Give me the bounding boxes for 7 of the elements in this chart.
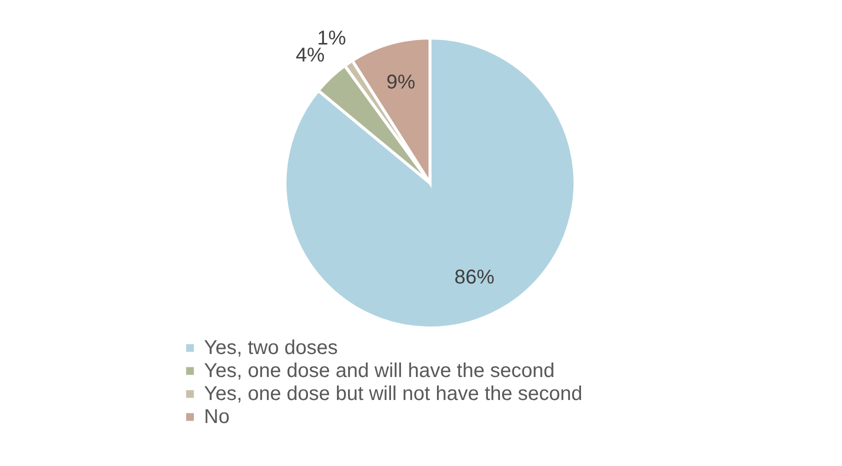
data-label: 86% — [454, 266, 495, 288]
legend-label: Yes, one dose but will not have the second — [204, 383, 582, 405]
legend-label: No — [204, 406, 230, 428]
data-label: 4% — [296, 44, 325, 66]
legend-label: Yes, two doses — [204, 337, 338, 359]
legend-label: Yes, one dose and will have the second — [204, 360, 555, 382]
data-label: 9% — [386, 72, 416, 94]
